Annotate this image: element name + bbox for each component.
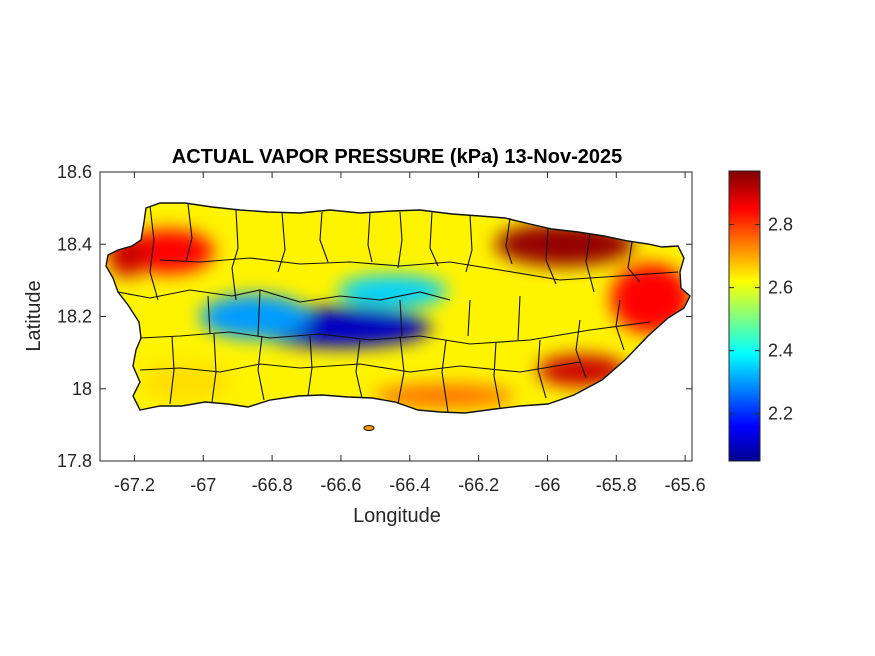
- colorbar-tick-label: 2.4: [768, 341, 793, 361]
- municipal-boundary: [493, 341, 501, 409]
- municipal-boundary: [149, 205, 159, 301]
- colorbar-tick-label: 2.8: [768, 215, 793, 235]
- municipal-boundary: [277, 211, 286, 273]
- municipal-boundary: [231, 209, 239, 301]
- colorbar: [728, 170, 761, 462]
- municipal-boundary: [575, 319, 587, 379]
- x-tick-label: -67: [190, 475, 216, 495]
- x-axis-label: Longitude: [353, 505, 441, 527]
- municipal-boundary: [397, 211, 403, 269]
- municipal-boundary: [159, 257, 679, 281]
- municipal-boundary: [585, 233, 595, 293]
- field-blob-north-central-interior: [337, 275, 448, 308]
- municipal-boundary: [257, 335, 265, 401]
- municipal-boundary: [355, 339, 363, 399]
- municipal-boundary: [207, 295, 211, 335]
- municipal-boundary: [257, 289, 261, 337]
- municipal-boundaries: [117, 203, 679, 413]
- municipal-boundary: [399, 299, 403, 337]
- municipal-boundary: [505, 217, 513, 265]
- municipal-boundary: [545, 227, 557, 285]
- field-blob-south-coast: [374, 383, 515, 408]
- x-tick-label: -66: [534, 475, 560, 495]
- y-axis-label: Latitude: [23, 280, 45, 351]
- municipal-boundary: [517, 295, 521, 341]
- y-tick-label: 18.6: [57, 162, 92, 182]
- x-tick-label: -65.8: [596, 475, 637, 495]
- colorbar-ticks: 2.2 2.4 2.6 2.8: [729, 215, 793, 424]
- municipal-boundary: [397, 335, 405, 405]
- municipal-boundary: [441, 339, 449, 413]
- colorbar-tick-label: 2.6: [768, 278, 793, 298]
- y-axis: 17.8 18 18.2 18.4 18.6: [57, 162, 692, 471]
- x-tick-label: -65.6: [665, 475, 706, 495]
- y-tick-label: 18.4: [57, 234, 92, 254]
- municipal-boundary: [615, 299, 625, 351]
- municipal-boundary: [117, 289, 451, 303]
- municipal-boundary: [467, 299, 471, 337]
- municipal-boundary: [319, 211, 329, 263]
- y-tick-label: 18.2: [57, 307, 92, 327]
- field-blob-southwest: [141, 361, 232, 402]
- x-tick-label: -66.6: [320, 475, 361, 495]
- island-coastline: [105, 202, 691, 414]
- municipal-boundary: [367, 212, 373, 263]
- x-axis: -67.2 -67 -66.8 -66.6 -66.4 -66.2 -66 -65.8 -65.…: [114, 172, 706, 495]
- chart-title: ACTUAL VAPOR PRESSURE (kPa) 13-Nov-2025: [172, 146, 623, 168]
- x-tick-label: -67.2: [114, 475, 155, 495]
- x-tick-label: -66.2: [458, 475, 499, 495]
- field-blob-west-central-interior: [199, 294, 310, 339]
- municipal-boundary: [211, 333, 217, 403]
- y-tick-label: 17.8: [57, 451, 92, 471]
- municipal-boundary: [537, 339, 547, 399]
- x-tick-label: -66.8: [252, 475, 293, 495]
- municipal-boundary: [139, 321, 651, 345]
- y-tick-label: 18: [72, 379, 92, 399]
- municipal-boundary: [429, 211, 439, 267]
- municipal-boundary: [307, 335, 313, 397]
- x-tick-label: -66.4: [389, 475, 430, 495]
- municipal-boundary: [169, 335, 175, 405]
- municipal-boundary: [139, 361, 581, 373]
- municipal-boundary: [185, 203, 193, 263]
- colorbar-tick-label: 2.2: [768, 404, 793, 424]
- municipal-boundary: [627, 241, 641, 283]
- caja-de-muertos-islet: [363, 425, 375, 431]
